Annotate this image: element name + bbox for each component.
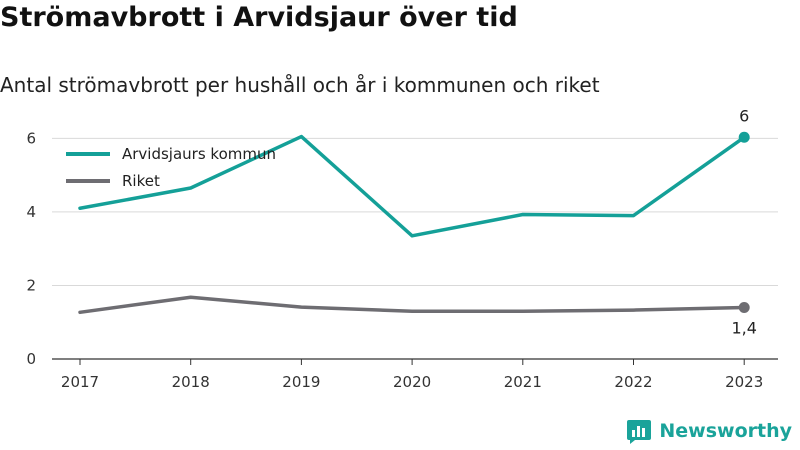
x-tick-label: 2019 (282, 373, 320, 391)
end-value-label: 1,4 (731, 319, 756, 338)
brand-logo: Newsworthy (626, 418, 792, 444)
series-line-riket (78, 295, 746, 315)
legend: Arvidsjaurs kommun Riket (66, 145, 276, 190)
series-lines (78, 131, 750, 315)
chart-title: Strömavbrott i Arvidsjaur över tid (0, 2, 518, 33)
gridlines (52, 137, 778, 286)
y-tick-label: 2 (26, 276, 36, 294)
series-line-arvidsjaurs-kommun (78, 134, 746, 238)
x-tick-label: 2021 (504, 373, 542, 391)
y-tick-label: 4 (26, 203, 36, 221)
x-tick-label: 2020 (393, 373, 431, 391)
legend-label: Arvidsjaurs kommun (122, 145, 276, 163)
y-tick-label: 6 (26, 129, 36, 147)
axes: 0 2 4 6 2017 2018 2019 2020 2021 2022 2023 (26, 129, 778, 391)
newsworthy-logo-icon (627, 420, 652, 444)
x-tick-label: 2022 (614, 373, 652, 391)
end-point-marker (738, 131, 750, 143)
y-tick-label: 0 (26, 350, 36, 368)
end-value-label: 6 (739, 106, 749, 125)
x-tick-label: 2018 (172, 373, 210, 391)
data-labels: 61,4 (731, 106, 756, 337)
x-tick-label: 2023 (725, 373, 763, 391)
brand-name: Newsworthy (659, 420, 792, 442)
chart-subtitle: Antal strömavbrott per hushåll och år i … (0, 73, 600, 97)
end-point-marker (738, 302, 750, 314)
x-tick-label: 2017 (61, 373, 99, 391)
legend-label: Riket (122, 172, 160, 190)
